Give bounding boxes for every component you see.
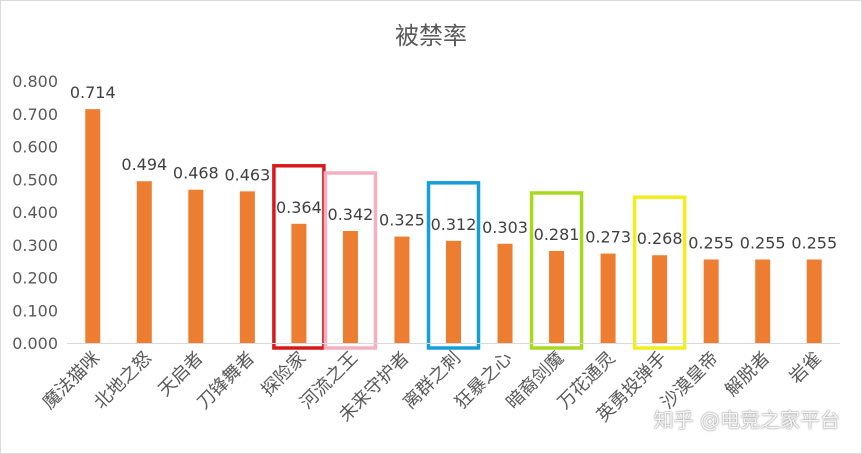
data-label: 0.494 (121, 155, 167, 174)
y-tick-label: 0.200 (12, 269, 58, 288)
data-label: 0.255 (688, 233, 734, 252)
bar (703, 259, 719, 343)
highlight-box (632, 195, 687, 350)
y-tick-label: 0.800 (12, 72, 58, 91)
y-tick-label: 0.700 (12, 105, 58, 124)
y-tick-label: 0.600 (12, 138, 58, 157)
bar (549, 250, 565, 343)
highlight-box (426, 181, 481, 350)
bar (497, 243, 513, 343)
data-label: 0.364 (276, 198, 322, 217)
bar (652, 255, 668, 343)
data-label: 0.342 (328, 205, 374, 224)
bar (239, 191, 255, 343)
bar (136, 181, 152, 343)
highlight-box (529, 191, 584, 350)
data-label: 0.273 (585, 228, 631, 247)
data-label: 0.303 (482, 218, 528, 237)
data-label: 0.255 (740, 233, 786, 252)
y-tick-label: 0.500 (12, 170, 58, 189)
y-axis: 0.000 0.100 0.200 0.300 0.400 0.500 0.600 0.700… (12, 72, 58, 353)
y-tick-label: 0.000 (12, 334, 58, 353)
highlight-box (323, 171, 378, 350)
data-label: 0.312 (431, 215, 477, 234)
data-label: 0.325 (379, 211, 425, 230)
data-label: 0.268 (637, 229, 683, 248)
chart-title: 被禁率 (395, 22, 467, 50)
watermark: 知乎 @电竞之家平台 (653, 408, 840, 432)
bar (446, 240, 461, 343)
data-label: 0.281 (534, 225, 580, 244)
bar (394, 236, 410, 343)
bar (85, 109, 101, 343)
data-label: 0.714 (70, 83, 116, 102)
y-tick-label: 0.400 (12, 203, 58, 222)
bar (342, 230, 358, 343)
bar (806, 259, 822, 343)
bar (600, 253, 616, 343)
bar (188, 189, 204, 343)
data-labels: 0.714 0.494 0.468 0.463 0.364 0.342 0.325 0.312… (70, 83, 837, 252)
y-tick-label: 0.300 (12, 236, 58, 255)
bar (291, 223, 307, 343)
bar (755, 259, 771, 343)
highlight-boxes (272, 164, 687, 350)
data-label: 0.255 (791, 233, 837, 252)
data-label: 0.468 (173, 164, 219, 183)
y-tick-label: 0.100 (12, 301, 58, 320)
data-label: 0.463 (224, 165, 270, 184)
bars (85, 109, 822, 343)
